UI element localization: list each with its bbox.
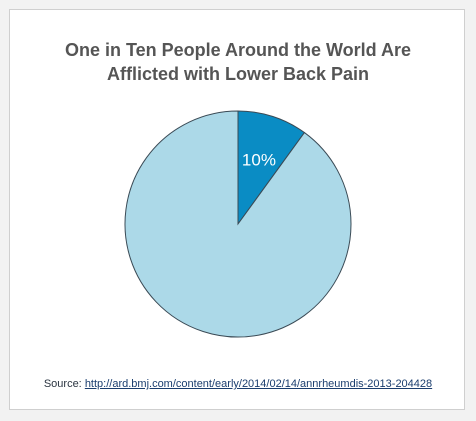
pie-chart: 10%	[124, 110, 352, 338]
source-link[interactable]: http://ard.bmj.com/content/early/2014/02…	[84, 378, 433, 390]
source-prefix: Source:	[43, 378, 82, 390]
chart-title: One in Ten People Around the World Are A…	[10, 38, 466, 86]
pie-slice-label-0: 10%	[242, 151, 276, 170]
chart-title-line-1: One in Ten People Around the World Are	[64, 40, 412, 60]
pie-slice-0	[237, 110, 306, 226]
source-citation: Source: http://ard.bmj.com/content/early…	[10, 378, 466, 390]
chart-card: One in Ten People Around the World Are A…	[9, 9, 465, 410]
pie-slice-1	[124, 110, 352, 338]
chart-title-line-2: Afflicted with Lower Back Pain	[106, 64, 370, 84]
